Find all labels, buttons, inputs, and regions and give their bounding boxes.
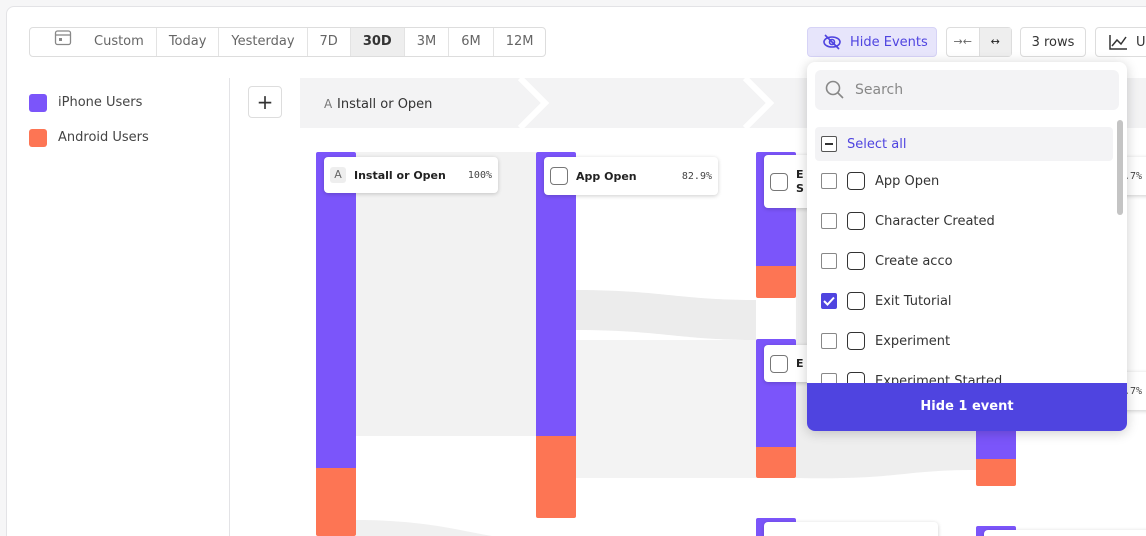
date-range-option[interactable]: 12M	[505, 34, 534, 49]
event-icon	[847, 292, 865, 310]
event-option[interactable]: App Open	[815, 161, 1113, 201]
checkbox[interactable]	[821, 333, 837, 349]
label: Create acco	[875, 253, 953, 269]
flow-bar	[316, 152, 356, 536]
label: Select all	[847, 136, 907, 152]
date-range-option[interactable]: Custom	[30, 28, 157, 56]
event-option[interactable]: Experiment Started	[815, 361, 1113, 383]
node-percent: 100%	[467, 169, 492, 181]
legend-swatch	[29, 93, 47, 112]
legend-item: iPhone Users	[29, 85, 149, 120]
chart-button[interactable]: U	[1095, 27, 1146, 57]
android-segment	[756, 266, 796, 298]
node-label: E	[796, 357, 804, 370]
iphone-segment	[316, 152, 356, 468]
flow-bar	[536, 152, 576, 518]
checkbox[interactable]	[821, 293, 837, 309]
iphone-segment	[536, 152, 576, 436]
label: U	[1136, 34, 1146, 50]
legend: iPhone Users Android Users	[29, 93, 149, 155]
checkbox[interactable]	[821, 173, 837, 189]
hide-button[interactable]: Hide 1 event	[807, 383, 1127, 431]
label: E	[796, 167, 804, 181]
label: 3 rows	[1031, 34, 1075, 50]
event-option[interactable]: Create acco	[815, 241, 1113, 281]
label: Character Created	[875, 213, 995, 229]
android-segment	[976, 459, 1016, 486]
label: Exit Tutorial	[875, 293, 952, 309]
divider	[229, 78, 230, 536]
search-box[interactable]: Search	[815, 70, 1119, 110]
step-label: Install or Open	[337, 97, 432, 112]
add-step-button[interactable]: +	[248, 86, 282, 118]
step-letter: A	[324, 97, 333, 111]
label: Experiment Started	[875, 373, 1003, 384]
date-range-option[interactable]: Today	[157, 28, 220, 56]
node-card: A Install or Open 100%	[324, 157, 498, 193]
node-percent: 5.7%	[1118, 385, 1143, 397]
node-percent: 82.9%	[681, 170, 712, 182]
checkbox[interactable]	[821, 213, 837, 229]
label: App Open	[875, 173, 940, 189]
date-range-option[interactable]: 7D	[308, 28, 351, 56]
event-option[interactable]: Exit Tutorial	[815, 281, 1113, 321]
android-segment	[536, 436, 576, 518]
event-icon	[847, 332, 865, 350]
legend-swatch	[29, 128, 47, 147]
date-range-option[interactable]: 6M	[449, 28, 494, 56]
label: Hide Events	[850, 34, 928, 50]
layout-toggle[interactable]: →← ↔	[946, 27, 1012, 57]
hide-events-button[interactable]: Hide Events	[807, 27, 937, 57]
hide-events-dropdown: Search Select all App Open Character Crea…	[807, 62, 1127, 431]
android-segment	[756, 447, 796, 478]
node-card	[764, 522, 938, 536]
node-label: Install or Open	[354, 168, 446, 182]
legend-label: iPhone Users	[58, 95, 143, 110]
checkbox[interactable]	[821, 253, 837, 269]
event-icon	[847, 212, 865, 230]
label: Experiment	[875, 333, 951, 349]
date-range-option[interactable]: Yesterday	[219, 28, 308, 56]
scrollbar	[1117, 120, 1123, 215]
select-all[interactable]: Select all	[815, 127, 1113, 161]
date-range-group: Custom Today Yesterday 7D 30D 3M 6M 12M	[29, 27, 547, 57]
event-list: Select all App Open Character Created Crea…	[815, 118, 1113, 383]
date-range-option[interactable]: 3M	[405, 28, 450, 56]
node-percent: .7%	[1124, 170, 1143, 182]
badge: A	[330, 167, 346, 183]
event-option[interactable]: Character Created	[815, 201, 1113, 241]
legend-label: Android Users	[58, 130, 149, 145]
rows-button[interactable]: 3 rows	[1020, 27, 1086, 57]
node-label: App Open	[576, 169, 637, 183]
checkbox[interactable]	[821, 373, 837, 383]
android-segment	[316, 468, 356, 536]
sublabel: S	[796, 181, 804, 195]
node-card: App Open 82.9%	[544, 157, 718, 195]
date-range-option[interactable]: 30D	[350, 28, 405, 56]
legend-item: Android Users	[29, 120, 149, 155]
event-icon	[847, 372, 865, 383]
calendar-icon	[42, 28, 84, 56]
event-icon	[847, 172, 865, 190]
event-option[interactable]: Experiment	[815, 321, 1113, 361]
node-card	[984, 530, 1146, 536]
event-icon	[847, 252, 865, 270]
search-placeholder: Search	[855, 82, 904, 98]
